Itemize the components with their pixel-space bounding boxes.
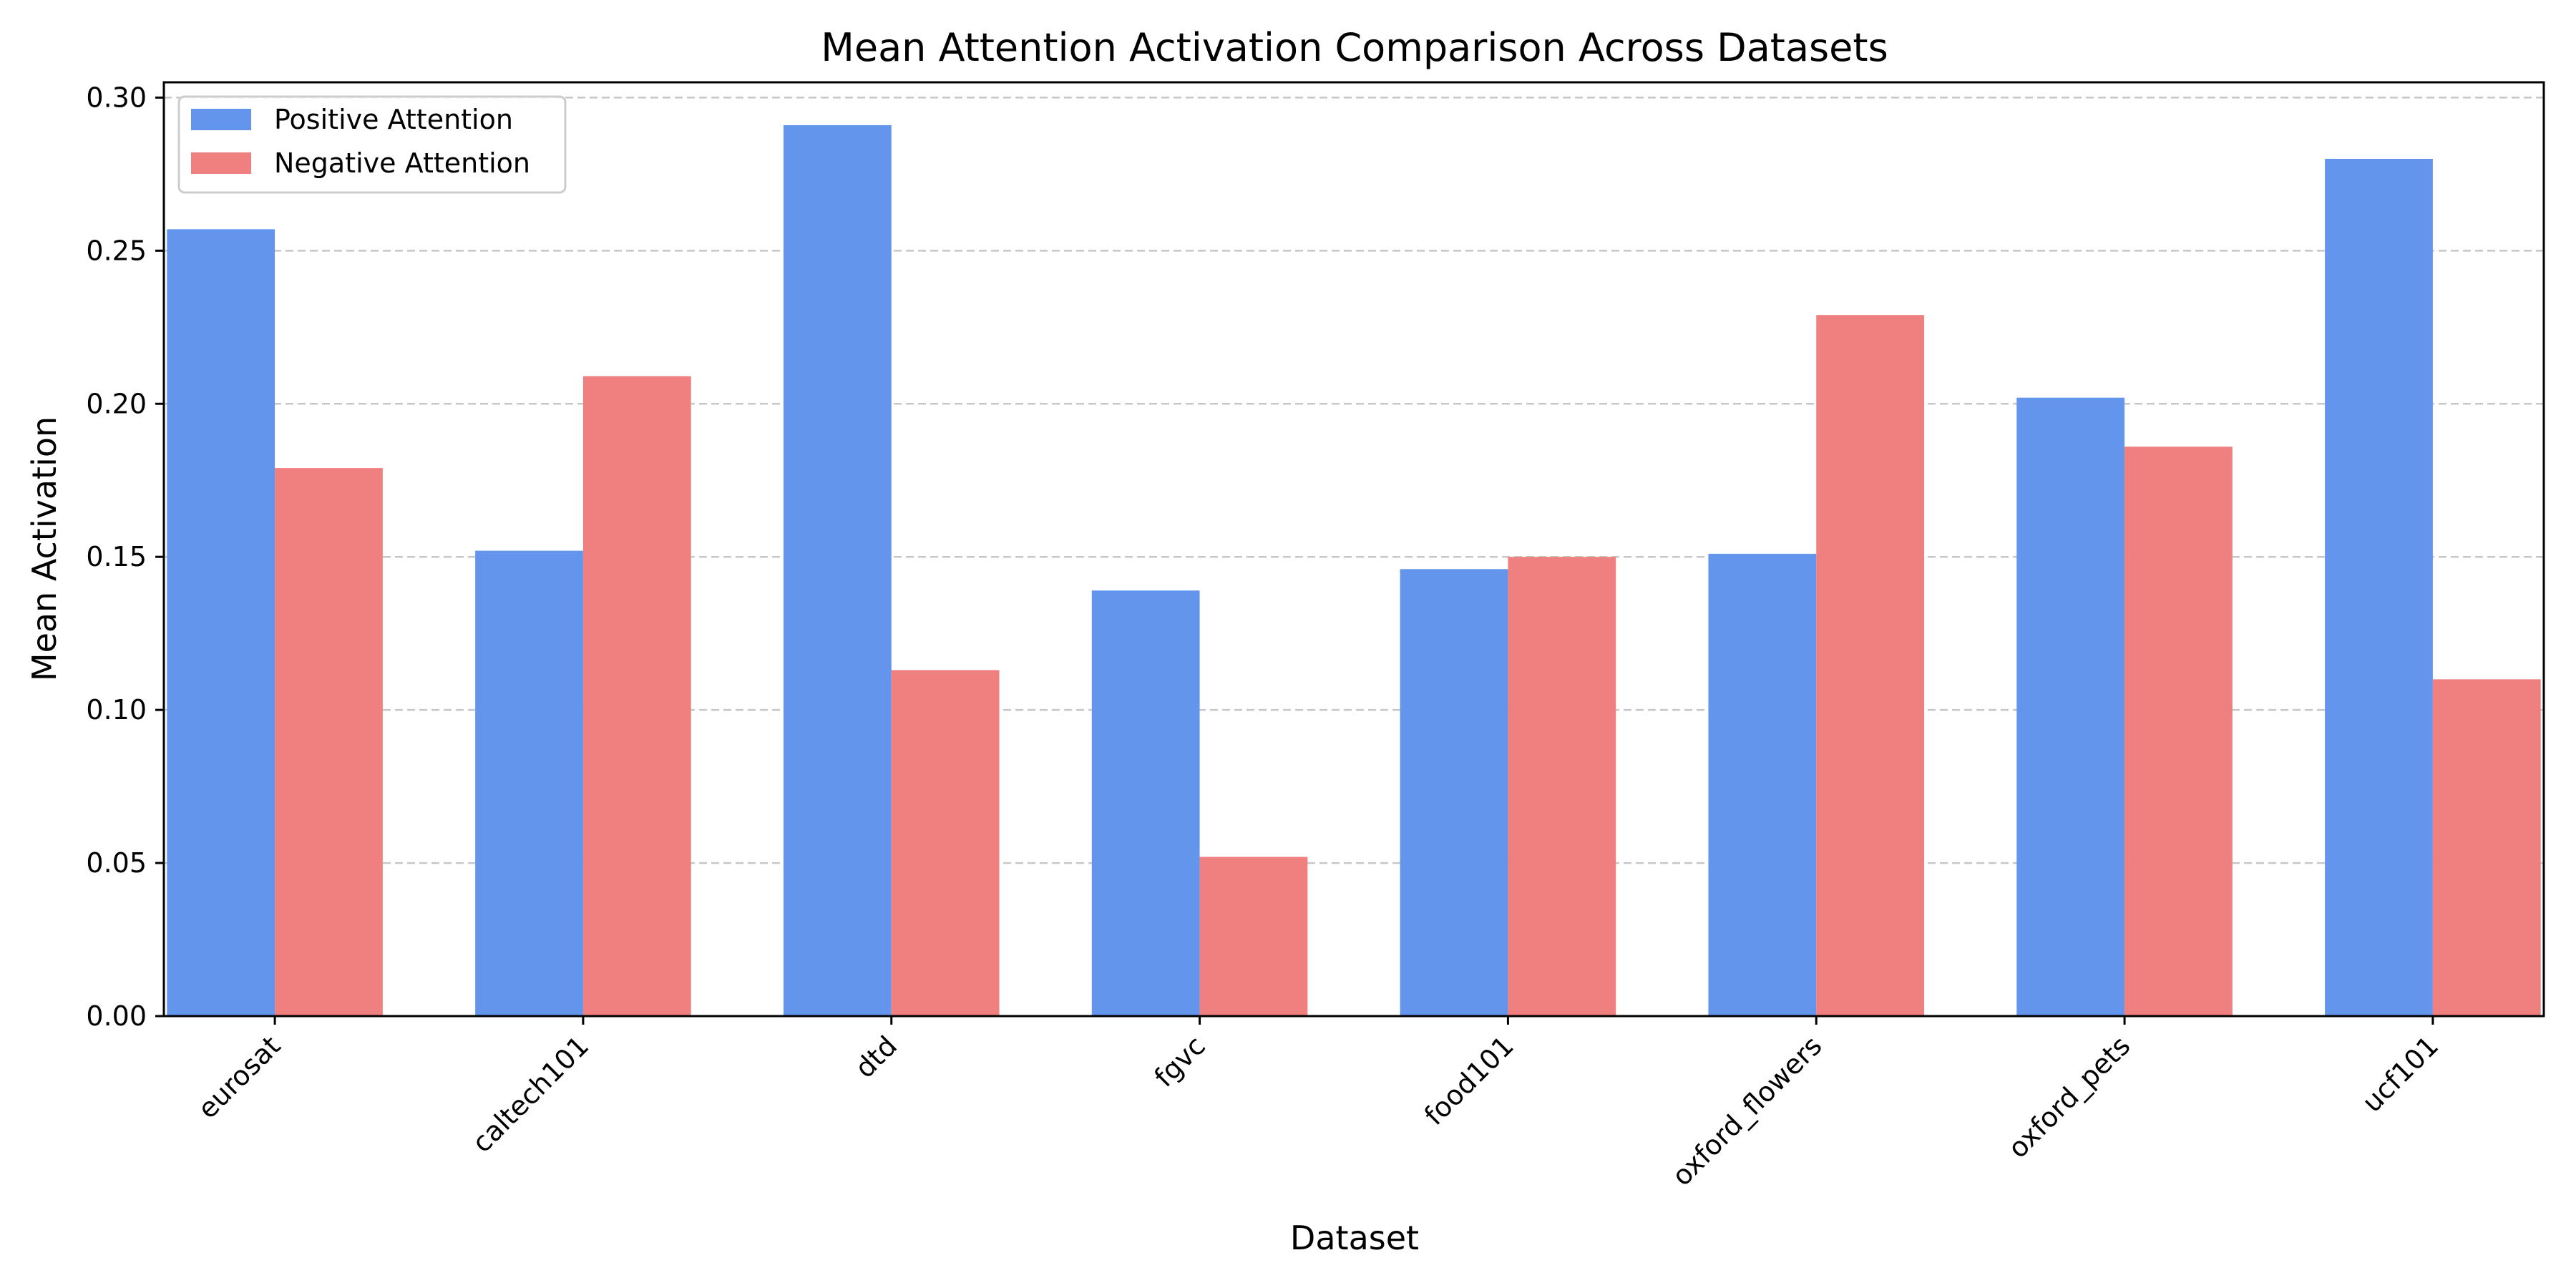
- y-tick-label: 0.10: [86, 694, 147, 726]
- legend-label: Negative Attention: [274, 147, 530, 179]
- x-tick-label: food101: [1418, 1030, 1520, 1131]
- bar-negative-oxford_flowers: [1816, 315, 1925, 1017]
- bar-positive-dtd: [783, 125, 892, 1017]
- y-tick-label: 0.20: [86, 388, 147, 419]
- legend-frame: [177, 95, 567, 194]
- bars: [167, 125, 2541, 1017]
- y-tick-label: 0.05: [86, 847, 147, 879]
- bar-positive-caltech101: [475, 550, 583, 1016]
- legend: Positive Attention Negative Attention: [177, 95, 567, 194]
- y-tick-label: 0.25: [86, 235, 147, 266]
- x-tick-label: eurosat: [192, 1030, 287, 1125]
- bar-positive-oxford_flowers: [1708, 553, 1817, 1016]
- y-tick-label: 0.15: [86, 541, 147, 572]
- bar-negative-ucf101: [2432, 679, 2541, 1016]
- bar-positive-ucf101: [2325, 158, 2433, 1017]
- y-tick-label: 0.30: [86, 82, 147, 113]
- x-axis: eurosat caltech101 dtd fgvc food101 oxford_fl…: [192, 1016, 2444, 1192]
- bar-negative-caltech101: [582, 376, 691, 1016]
- x-axis-label: Dataset: [1290, 1219, 1419, 1257]
- x-tick-label: ucf101: [2356, 1030, 2445, 1118]
- y-axis-label: Mean Activation: [25, 416, 64, 681]
- legend-label: Positive Attention: [274, 104, 513, 135]
- chart-title: Mean Attention Activation Comparison Acr…: [821, 25, 1888, 70]
- bar-positive-oxford_pets: [2016, 397, 2125, 1016]
- x-tick-label: dtd: [849, 1030, 903, 1084]
- bar-negative-oxford_pets: [2124, 447, 2233, 1016]
- plot-area-frame: [162, 81, 2545, 1018]
- y-tick-label: 0.00: [86, 1000, 147, 1032]
- bar-positive-fgvc: [1091, 590, 1200, 1016]
- bar-negative-food101: [1508, 557, 1616, 1016]
- bar-positive-eurosat: [167, 229, 275, 1016]
- bar-negative-dtd: [891, 670, 1000, 1016]
- bar-negative-fgvc: [1199, 857, 1308, 1016]
- x-tick-label: caltech101: [466, 1030, 595, 1158]
- legend-swatch: [191, 109, 251, 130]
- bar-positive-food101: [1400, 569, 1508, 1016]
- x-tick-label: oxford_flowers: [1666, 1030, 1828, 1192]
- legend-swatch: [191, 152, 251, 174]
- bar-negative-eurosat: [275, 468, 383, 1016]
- x-tick-label: oxford_pets: [2002, 1030, 2137, 1164]
- y-axis: 0.00 0.05 0.10 0.15 0.20 0.25 0.30: [86, 82, 164, 1032]
- x-tick-label: fgvc: [1148, 1030, 1211, 1093]
